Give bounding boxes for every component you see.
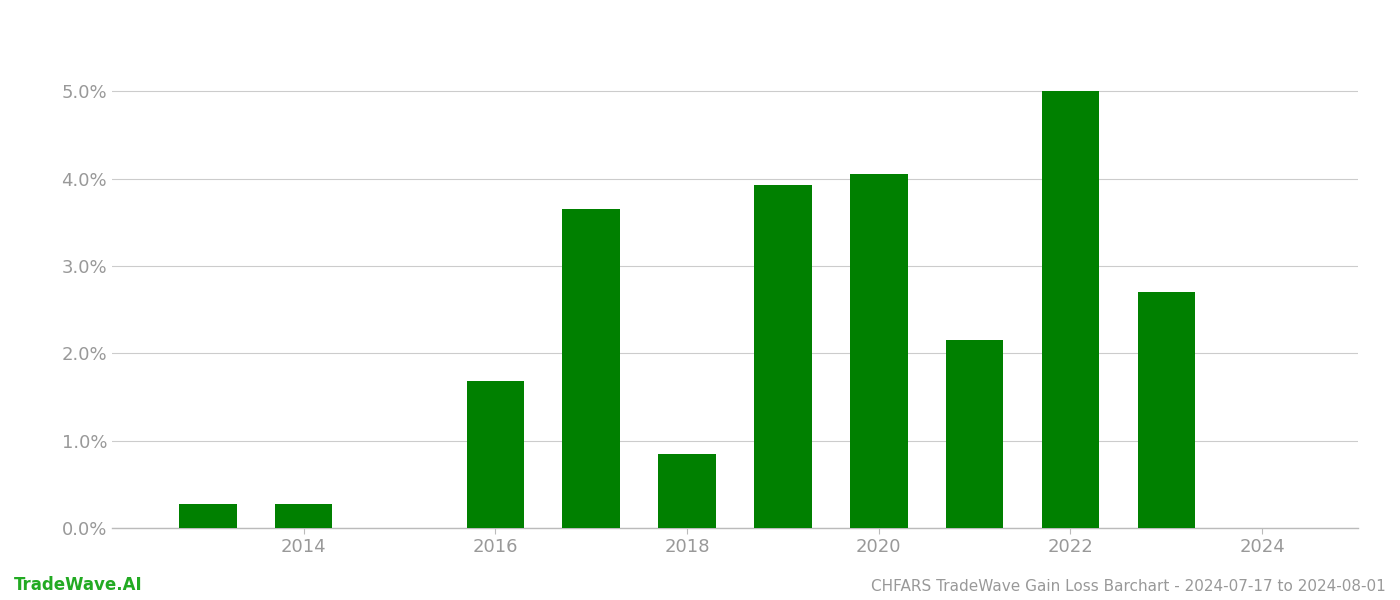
Bar — [658, 454, 715, 528]
Bar — [1042, 91, 1099, 528]
Bar — [850, 174, 907, 528]
Text: CHFARS TradeWave Gain Loss Barchart - 2024-07-17 to 2024-08-01: CHFARS TradeWave Gain Loss Barchart - 20… — [871, 579, 1386, 594]
Bar — [946, 340, 1004, 528]
Bar — [563, 209, 620, 528]
Bar — [755, 185, 812, 528]
Bar — [179, 505, 237, 528]
Text: TradeWave.AI: TradeWave.AI — [14, 576, 143, 594]
Bar — [274, 505, 332, 528]
Bar — [466, 381, 524, 528]
Bar — [1138, 292, 1196, 528]
